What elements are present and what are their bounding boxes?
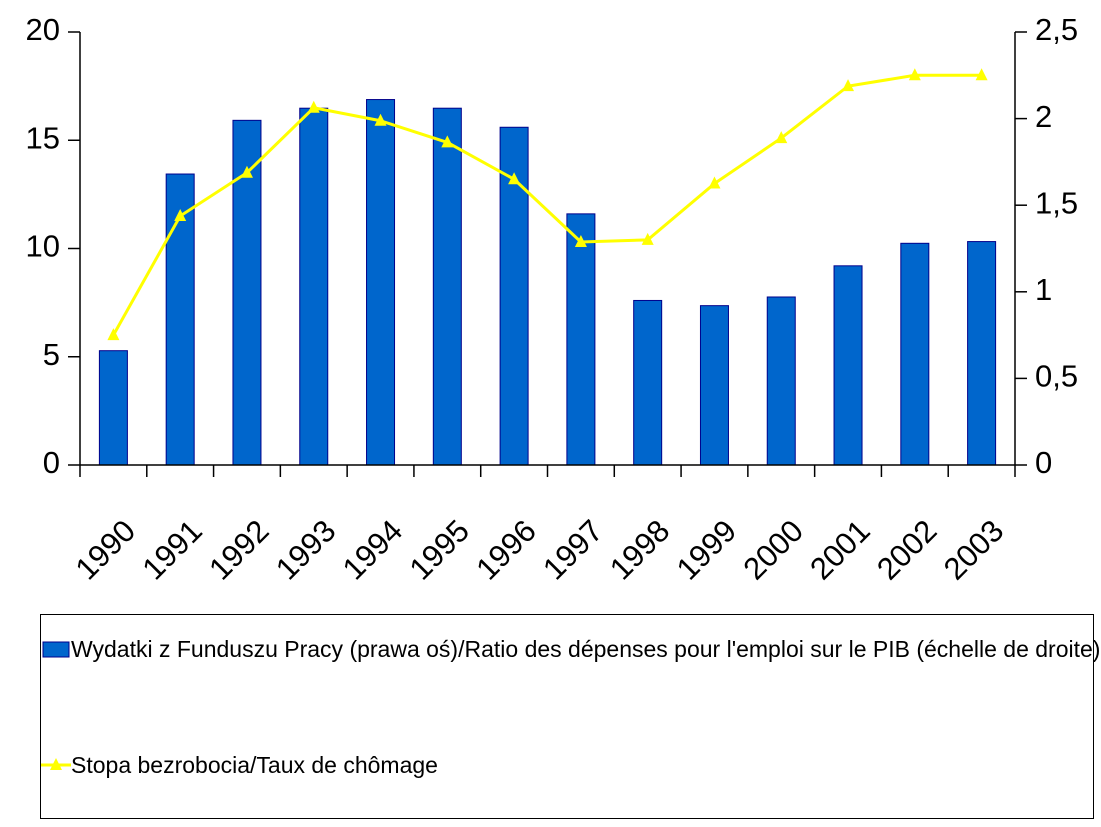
y2-tick-label: 2 [1035,99,1052,134]
x-tick-label: 1994 [336,513,410,587]
x-tick-label: 1998 [603,513,677,587]
bar [766,296,796,466]
bar [432,107,462,466]
y-tick-label: 5 [43,337,60,372]
line [112,73,982,336]
legend-swatch-bar [42,641,70,658]
line-marker [307,100,320,113]
line-marker [842,79,855,92]
chart: 0 5 10 15 20 0 0,5 1 1,5 2 2,5 19901991199219931994… [26,12,1079,587]
y2-tick-label: 1,5 [1035,185,1078,220]
line-marker [107,328,120,341]
y-tick-label: 15 [26,120,60,155]
y-tick-label: 0 [43,445,60,480]
legend-entry: Wydatki z Funduszu Pracy (prawa oś)/Rati… [41,633,1101,666]
bar [833,265,863,466]
line-marker [908,68,921,81]
legend-swatch [42,641,70,658]
x-tick-label: 2003 [937,513,1011,587]
bar [900,242,930,466]
line-marker [240,165,253,178]
bar [366,99,396,466]
line-marker [574,235,587,248]
legend: Wydatki z Funduszu Pracy (prawa oś)/Rati… [40,614,1100,819]
x-tick-label: 2002 [870,513,944,587]
line-marker [174,209,187,222]
x-tick-label: 1992 [202,513,276,587]
line-marker [374,113,387,126]
legend-swatch-marker [50,758,62,770]
y-tick-label: 20 [26,12,60,47]
line-marker [508,172,521,185]
bar [165,173,195,466]
bar [566,213,596,466]
bar [299,107,329,466]
line-marker [441,135,454,148]
y2-tick-label: 0 [1035,445,1052,480]
x-tick-label: 1993 [269,513,343,587]
x-tick-label: 1996 [469,513,543,587]
y2-tick-label: 1 [1035,272,1052,307]
x-tick-label: 2000 [736,513,810,587]
bar [633,299,663,466]
line-marker [975,68,988,81]
x-tick-label: 2001 [803,513,877,587]
line-marker [708,176,721,189]
y2-tick-label: 0,5 [1035,359,1078,394]
x-tick-label: 1995 [403,513,477,587]
line-marker [775,131,788,144]
y2-tick-label: 2,5 [1035,12,1078,47]
bar [967,241,997,466]
x-tick-label: 1991 [135,513,209,587]
legend-label: Wydatki z Funduszu Pracy (prawa oś)/Rati… [71,636,1101,662]
x-tick-label: 1997 [536,513,610,587]
bar [699,305,729,466]
legend-entry: Stopa bezrobocia/Taux de chômage [41,749,1101,782]
x-tick-label: 1999 [670,513,744,587]
legend-swatch [41,758,71,770]
legend-label: Stopa bezrobocia/Taux de chômage [71,752,438,778]
line-marker [641,232,654,245]
bar [98,350,128,466]
y-tick-label: 10 [26,229,60,264]
x-tick-label: 1990 [69,513,143,587]
